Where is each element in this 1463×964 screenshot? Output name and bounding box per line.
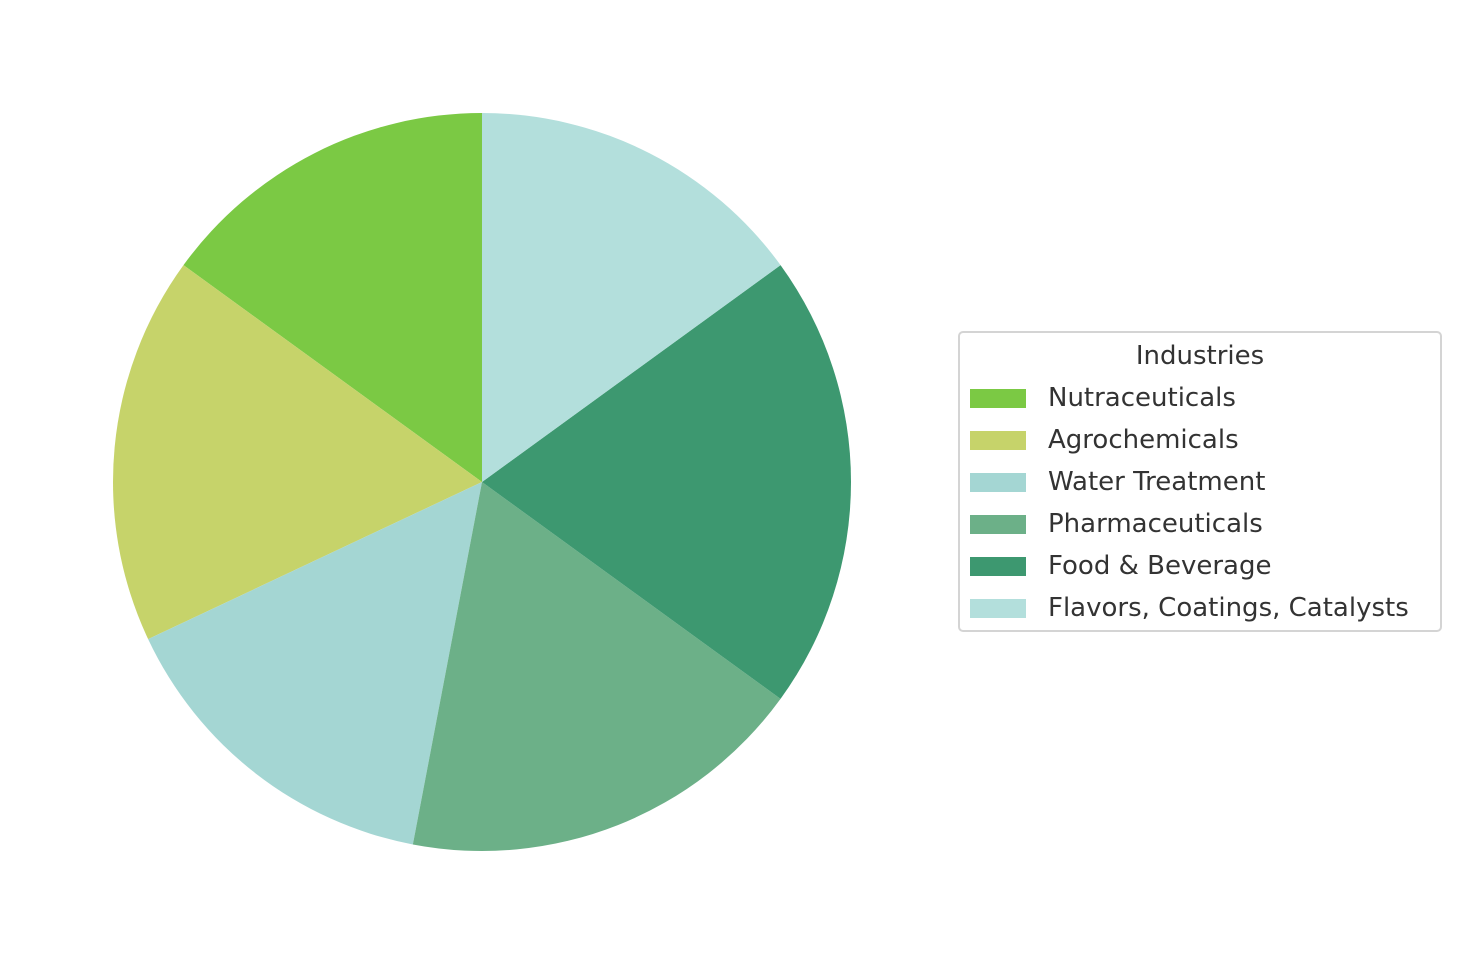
legend-label: Flavors, Coatings, Catalysts [1048,593,1409,623]
legend-swatch [970,431,1026,450]
legend-items: Nutraceuticals Agrochemicals Water Treat… [960,379,1440,631]
legend-item: Pharmaceuticals [960,505,1440,547]
legend-swatch [970,557,1026,576]
legend-label: Nutraceuticals [1048,383,1236,413]
pie-slice-pharmaceuticals [412,482,781,851]
legend-item: Agrochemicals [960,421,1440,463]
legend-item: Food & Beverage [960,547,1440,589]
legend-item: Water Treatment [960,463,1440,505]
legend-label: Food & Beverage [1048,551,1272,581]
legend-label: Water Treatment [1048,467,1266,497]
pie-slice-nutraceuticals [183,113,482,482]
legend-label: Pharmaceuticals [1048,509,1263,539]
pie-slice-agrochemicals [113,265,482,640]
pie-slice-food-beverage [482,265,852,699]
legend-item: Flavors, Coatings, Catalysts [960,589,1440,631]
legend-label: Agrochemicals [1048,425,1239,455]
pie-slice-water-treatment [148,482,482,845]
legend-swatch [970,473,1026,492]
legend-swatch [970,389,1026,408]
legend-swatch [970,599,1026,618]
legend: Industries Nutraceuticals Agrochemicals … [958,331,1442,632]
legend-title: Industries [1135,341,1265,371]
legend-item: Nutraceuticals [960,379,1440,421]
legend-swatch [970,515,1026,534]
pie-slice-flavors-coatings-catalysts [482,113,781,482]
